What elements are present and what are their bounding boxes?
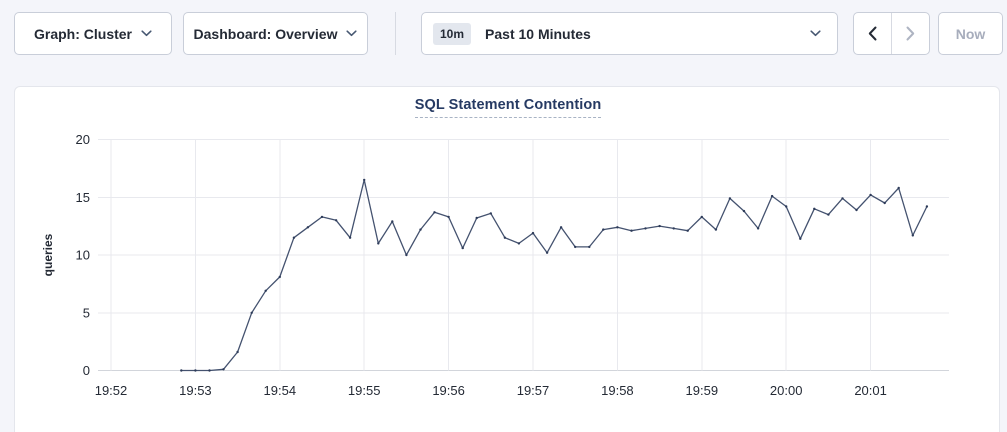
chart-card: SQL Statement Contention 0 5 10 15 20 19:52 19… [14,86,1000,432]
gridlines [98,139,949,371]
svg-text:5: 5 [83,305,90,320]
time-range-badge: 10m [433,22,472,45]
prev-interval-button[interactable] [854,13,891,54]
svg-text:19:56: 19:56 [432,383,465,398]
time-range-label: Past 10 Minutes [485,25,591,42]
time-range-dropdown[interactable]: 10m Past 10 Minutes [421,12,838,55]
chevron-right-icon [906,26,915,41]
svg-text:19:52: 19:52 [95,383,128,398]
svg-text:20:01: 20:01 [854,383,887,398]
series-line [181,179,928,372]
svg-text:20:00: 20:00 [770,383,803,398]
graph-dropdown-label: Graph: Cluster [33,25,132,42]
x-axis-labels: 19:52 19:53 19:54 19:55 19:56 19:57 19:58 19:59… [95,383,887,398]
time-step-buttons [853,12,930,55]
toolbar: Graph: Cluster Dashboard: Overview 10m P… [0,0,1007,68]
chart-title-row: SQL Statement Contention [15,96,1001,118]
y-axis-labels: 0 5 10 15 20 [76,132,90,378]
svg-text:19:59: 19:59 [686,383,719,398]
svg-text:19:55: 19:55 [348,383,381,398]
y-axis-title: queries [41,233,55,276]
next-interval-button[interactable] [891,13,929,54]
svg-text:20: 20 [76,132,90,147]
dashboard-dropdown[interactable]: Dashboard: Overview [183,12,368,55]
now-button-label: Now [955,25,986,42]
svg-text:19:57: 19:57 [517,383,550,398]
svg-text:19:58: 19:58 [601,383,634,398]
chevron-down-icon [141,30,152,37]
toolbar-divider [395,12,396,55]
svg-text:0: 0 [83,363,90,378]
graph-dropdown[interactable]: Graph: Cluster [14,12,172,55]
chevron-down-icon [810,30,821,37]
svg-text:19:54: 19:54 [264,383,297,398]
now-button[interactable]: Now [938,12,1003,55]
series-points [180,178,929,372]
chevron-left-icon [868,26,877,41]
svg-text:10: 10 [76,248,90,263]
chart-title[interactable]: SQL Statement Contention [414,97,602,118]
svg-text:19:53: 19:53 [179,383,212,398]
dashboard-dropdown-label: Dashboard: Overview [193,25,338,42]
svg-text:15: 15 [76,190,90,205]
chevron-down-icon [346,30,358,37]
